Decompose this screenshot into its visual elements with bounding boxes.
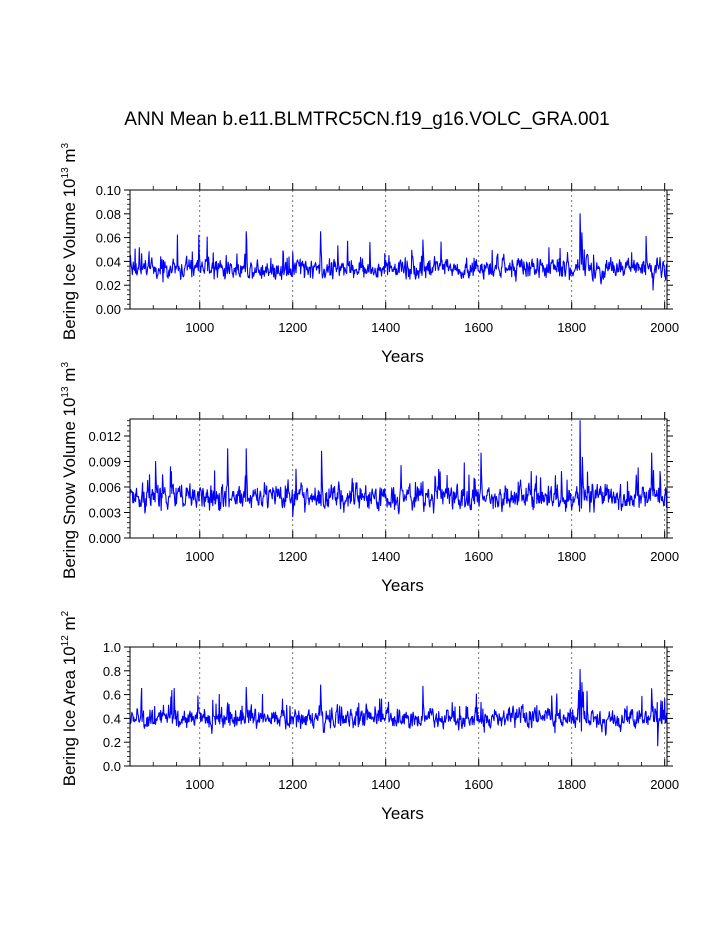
y-axis-label: Bering Ice Volume 1013 m3 — [60, 142, 79, 340]
y-axis-label: Bering Ice Area 1012 m2 — [60, 610, 79, 786]
y-tick-label: 0.012 — [88, 429, 121, 444]
series-line-ice-area — [129, 669, 668, 747]
x-tick-label-1000: 1000 — [185, 777, 214, 792]
panel-ice-area: 1000 1200 1400 1600 1800 2000 0.0 0.2 0.4 0.6 0.8 1… — [60, 610, 679, 823]
x-tick-label-1400: 1400 — [371, 320, 400, 335]
y-tick-label: 0.04 — [96, 254, 121, 269]
y-tick-label: 1.0 — [103, 640, 121, 655]
y-tick-label: 0.006 — [88, 480, 121, 495]
y-tick-label: 0.0 — [103, 759, 121, 774]
x-tick-label-1600: 1600 — [464, 549, 493, 564]
x-tick-label-1800: 1800 — [557, 549, 586, 564]
x-tick-label-1000: 1000 — [185, 549, 214, 564]
plot-frame — [129, 418, 668, 539]
panel-ice-volume: 1000 1200 1400 1600 1800 2000 0.00 0.02 0.04 0.06… — [60, 142, 679, 366]
y-tick-label: 0.000 — [88, 531, 121, 546]
x-tick-label-2000: 2000 — [650, 777, 679, 792]
x-tick-label-1600: 1600 — [464, 777, 493, 792]
figure-title: ANN Mean b.e11.BLMTRC5CN.f19_g16.VOLC_GR… — [124, 109, 609, 130]
x-axis-label: Years — [381, 576, 424, 595]
y-axis-label: Bering Snow Volume 1013 m3 — [60, 362, 79, 579]
x-tick-label-1200: 1200 — [278, 777, 307, 792]
x-axis-label: Years — [381, 804, 424, 823]
x-tick-label-1000: 1000 — [185, 320, 214, 335]
y-tick-label: 0.08 — [96, 207, 121, 222]
x-tick-label-1600: 1600 — [464, 320, 493, 335]
y-tick-label: 0.10 — [96, 183, 121, 198]
x-axis-label: Years — [381, 347, 424, 366]
x-tick-label-1800: 1800 — [557, 777, 586, 792]
y-tick-label: 0.06 — [96, 231, 121, 246]
plot-frame — [129, 646, 668, 767]
x-tick-label-1400: 1400 — [371, 777, 400, 792]
panel-snow-volume: 1000 1200 1400 1600 1800 2000 0.000 0.003 0.006 0… — [60, 362, 679, 595]
series-line-ice-volume — [129, 213, 668, 291]
x-tick-label-1400: 1400 — [371, 549, 400, 564]
y-tick-label: 0.8 — [103, 664, 121, 679]
plot-frame — [129, 189, 668, 310]
series-line-snow-volume — [129, 420, 668, 518]
y-tick-label: 0.6 — [103, 688, 121, 703]
y-tick-label: 0.02 — [96, 278, 121, 293]
x-tick-label-1200: 1200 — [278, 549, 307, 564]
x-tick-label-2000: 2000 — [650, 320, 679, 335]
y-tick-label: 0.003 — [88, 506, 121, 521]
x-tick-label-1800: 1800 — [557, 320, 586, 335]
x-tick-label-2000: 2000 — [650, 549, 679, 564]
y-tick-label: 0.00 — [96, 302, 121, 317]
y-tick-label: 0.009 — [88, 455, 121, 470]
x-tick-label-1200: 1200 — [278, 320, 307, 335]
y-tick-label: 0.4 — [103, 711, 121, 726]
y-tick-label: 0.2 — [103, 735, 121, 750]
